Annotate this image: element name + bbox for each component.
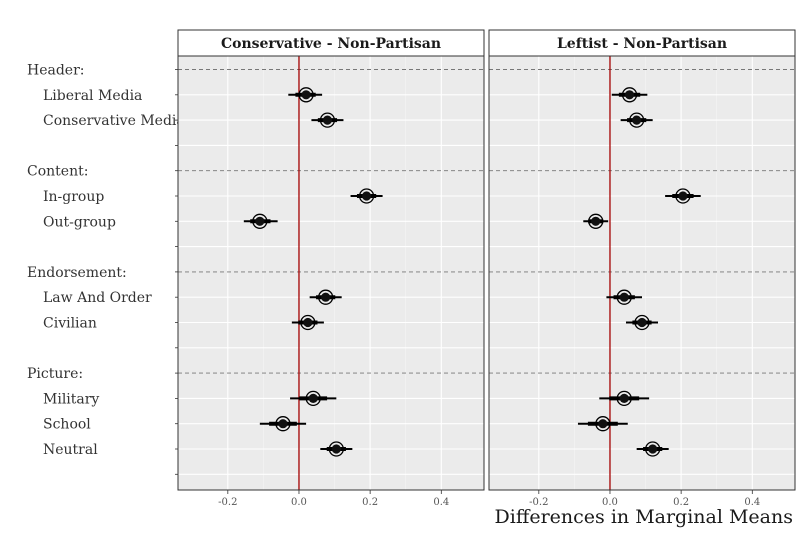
point-ring <box>634 314 650 331</box>
point-estimate <box>624 90 635 100</box>
point-estimate <box>361 191 372 201</box>
point-estimate <box>322 115 333 125</box>
panel-background <box>178 56 484 490</box>
point-ring <box>675 188 691 204</box>
group-label: Endorsement: <box>27 265 127 281</box>
x-tick-label: 0.4 <box>433 497 449 508</box>
point-estimate <box>331 444 341 454</box>
point-ring <box>318 289 334 305</box>
panel-title: Leftist - Non-Partisan <box>557 36 727 52</box>
point-estimate <box>308 393 318 403</box>
point-estimate <box>591 216 601 226</box>
point-ring <box>252 213 268 229</box>
point-estimate <box>619 292 629 302</box>
level-label: Military <box>43 391 99 407</box>
level-label: In-group <box>43 189 104 205</box>
level-label: Law And Order <box>43 290 152 306</box>
level-label: Conservative Media <box>43 113 185 129</box>
point-ring <box>328 441 344 457</box>
point-estimate <box>637 317 647 328</box>
point-estimate <box>619 393 629 403</box>
point-ring <box>305 390 321 407</box>
point-ring <box>621 87 638 103</box>
panel-title: Conservative - Non-Partisan <box>221 36 441 52</box>
point-estimate <box>632 115 642 125</box>
point-ring <box>645 441 661 457</box>
point-ring <box>616 289 632 305</box>
point-estimate <box>255 216 265 226</box>
panel-strip <box>177 29 485 57</box>
point-estimate <box>321 292 331 302</box>
level-label: Civilian <box>43 316 97 332</box>
point-estimate <box>301 90 311 100</box>
point-estimate <box>278 419 288 429</box>
point-ring <box>616 390 632 407</box>
level-label: Liberal Media <box>43 88 142 104</box>
level-label: Neutral <box>43 442 98 458</box>
x-tick-label: -0.2 <box>529 497 548 508</box>
point-ring <box>300 314 316 331</box>
x-tick-label: 0.0 <box>602 497 618 508</box>
level-label: Out-group <box>43 214 116 230</box>
x-tick-label: 0.2 <box>362 497 378 508</box>
point-estimate <box>303 317 313 328</box>
group-label: Picture: <box>27 366 83 382</box>
point-ring <box>275 416 291 432</box>
panel-conservative: Conservative - Non-Partisan -0.2 0.0 0.2 0.4 <box>175 29 485 508</box>
x-tick-label: 0.2 <box>673 497 689 508</box>
panel-leftist: Leftist - Non-Partisan -0.2 0.0 0.2 0.4 <box>488 29 796 508</box>
panel-border <box>488 55 796 491</box>
panel-background <box>489 56 795 490</box>
point-estimate <box>598 419 608 429</box>
point-ring <box>595 416 611 432</box>
point-ring <box>588 213 604 229</box>
group-label: Header: <box>27 63 85 79</box>
panel-border <box>177 55 485 491</box>
point-ring <box>319 112 336 128</box>
x-axis-title: Differences in Marginal Means <box>495 506 793 528</box>
x-tick-label: -0.2 <box>218 497 237 508</box>
x-tick-label: 0.4 <box>744 497 760 508</box>
x-tick-label: 0.0 <box>291 497 307 508</box>
point-estimate <box>648 444 658 454</box>
level-label: School <box>43 417 91 433</box>
point-ring <box>358 188 375 204</box>
point-estimate <box>678 191 688 201</box>
row-labels: Header: Liberal Media Conservative Media Co… <box>27 63 185 459</box>
point-ring <box>629 112 645 128</box>
point-ring <box>298 87 314 103</box>
group-label: Content: <box>27 164 88 180</box>
